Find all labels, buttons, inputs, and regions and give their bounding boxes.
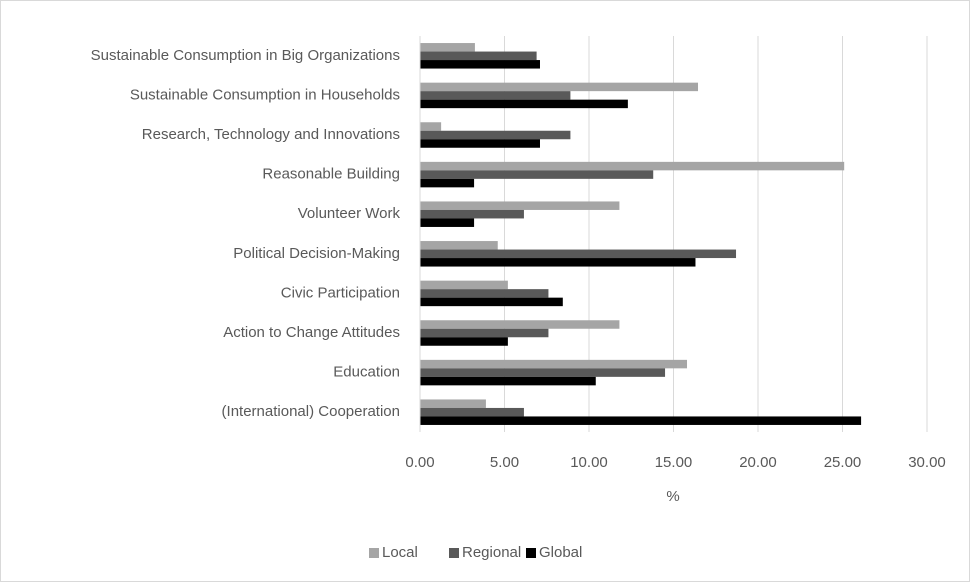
legend-swatch	[449, 548, 459, 558]
x-tick-label: 30.00	[908, 454, 946, 471]
bar	[420, 122, 442, 131]
y-tick-label: Action to Change Attitudes	[223, 324, 400, 341]
bar	[420, 201, 620, 210]
bar	[420, 170, 654, 179]
bar	[420, 51, 537, 61]
bar	[420, 209, 524, 219]
bar	[420, 43, 475, 52]
legend-label: Local	[382, 544, 418, 561]
x-tick-label: 5.00	[490, 454, 519, 471]
bar	[420, 376, 596, 386]
y-tick-label: Civic Participation	[281, 284, 400, 301]
bar	[420, 320, 620, 329]
x-tick-label: 20.00	[739, 454, 777, 471]
bar	[420, 130, 571, 140]
bar	[420, 218, 475, 227]
bar	[420, 359, 688, 369]
bar	[420, 297, 563, 307]
y-tick-label: Sustainable Consumption in Households	[130, 86, 400, 103]
bar	[420, 99, 628, 109]
legend-label: Regional	[462, 544, 521, 561]
x-tick-label: 25.00	[824, 454, 862, 471]
bar	[420, 178, 475, 188]
y-tick-label: Reasonable Building	[262, 166, 400, 183]
legend-swatch	[526, 548, 536, 558]
bar	[420, 249, 737, 259]
bar	[420, 91, 571, 100]
bar	[420, 161, 845, 171]
bar	[420, 280, 508, 290]
bar	[420, 289, 549, 298]
bar	[420, 407, 524, 417]
bar	[420, 399, 486, 408]
bar	[420, 60, 540, 69]
legend-label: Global	[539, 544, 582, 561]
x-axis-label: %	[666, 488, 679, 505]
x-tick-label: 15.00	[655, 454, 693, 471]
y-tick-label: Sustainable Consumption in Big Organizat…	[91, 47, 400, 64]
bar	[420, 258, 696, 267]
bar	[420, 368, 666, 377]
bar	[420, 337, 508, 346]
bar	[420, 328, 549, 338]
y-tick-label: Education	[333, 364, 400, 381]
y-tick-label: Research, Technology and Innovations	[142, 126, 400, 143]
bar	[420, 241, 498, 250]
y-tick-label: Volunteer Work	[298, 205, 401, 222]
x-tick-label: 0.00	[405, 454, 434, 471]
bar	[420, 416, 862, 425]
x-tick-label: 10.00	[570, 454, 608, 471]
y-tick-label: Political Decision-Making	[233, 245, 400, 262]
legend-swatch	[369, 548, 379, 558]
y-tick-label: (International) Cooperation	[222, 403, 400, 420]
bar	[420, 139, 540, 148]
bar	[420, 82, 699, 92]
